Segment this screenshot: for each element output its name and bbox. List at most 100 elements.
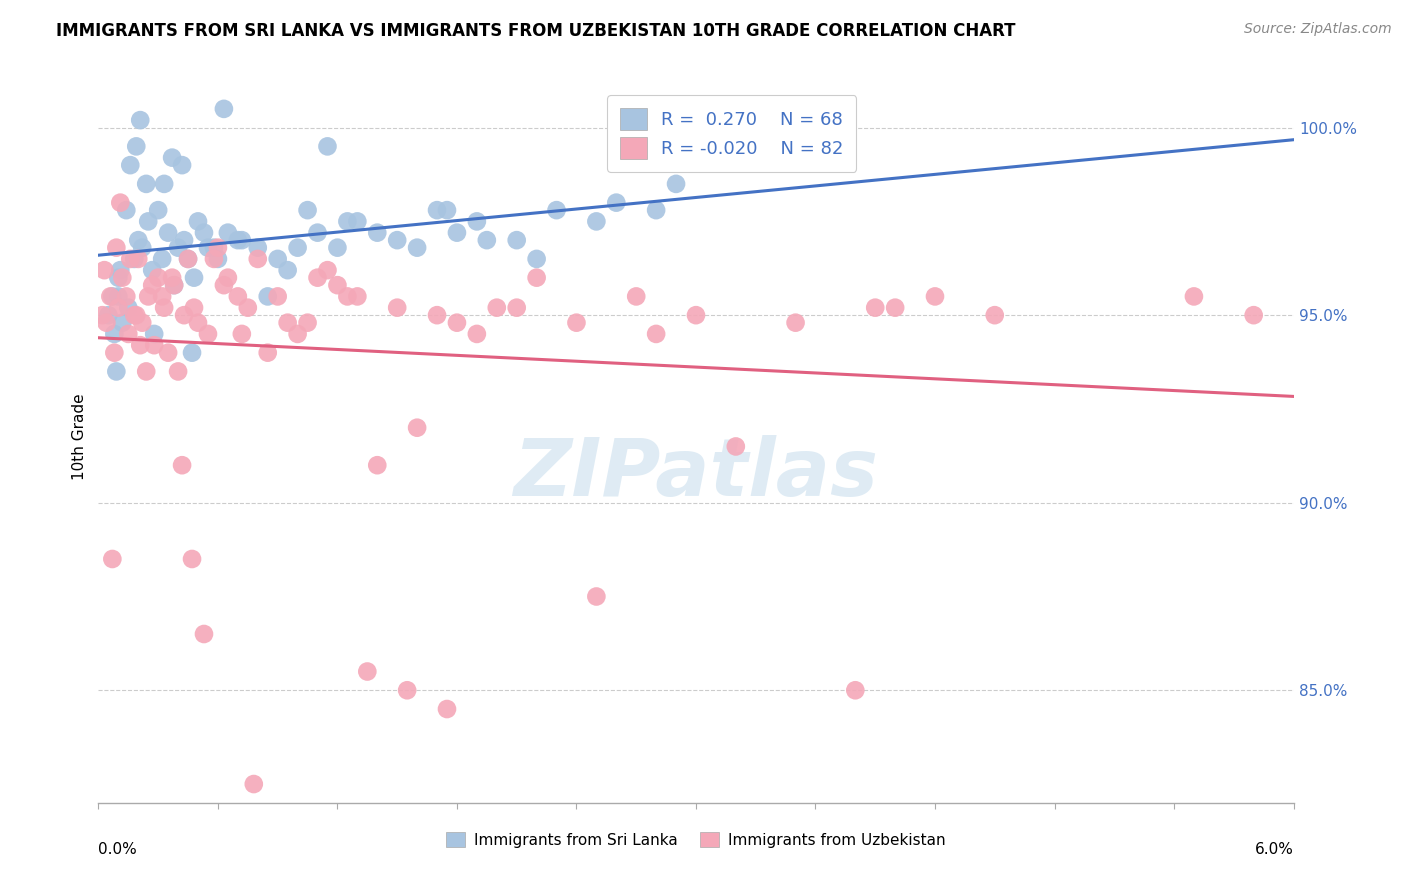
Point	[385, 301, 409, 315]
Legend: Immigrants from Sri Lanka, Immigrants from Uzbekistan: Immigrants from Sri Lanka, Immigrants fr…	[440, 825, 952, 854]
Point	[863, 301, 886, 315]
Point	[207, 252, 229, 266]
Point	[465, 326, 488, 341]
Text: ZIPatlas: ZIPatlas	[513, 434, 879, 513]
Point	[546, 203, 568, 218]
Point	[585, 590, 607, 604]
Point	[127, 233, 149, 247]
Point	[187, 316, 209, 330]
Point	[436, 702, 458, 716]
Point	[136, 289, 159, 303]
Point	[157, 345, 180, 359]
Point	[202, 241, 225, 255]
Point	[181, 552, 204, 566]
Point	[665, 177, 688, 191]
Point	[150, 252, 173, 266]
Point	[125, 139, 148, 153]
Point	[153, 177, 176, 191]
Point	[506, 301, 529, 315]
Point	[93, 263, 115, 277]
Point	[1243, 308, 1265, 322]
Point	[475, 233, 498, 247]
Point	[316, 139, 339, 153]
Point	[131, 316, 153, 330]
Point	[526, 270, 548, 285]
Point	[177, 252, 200, 266]
Point	[173, 233, 195, 247]
Point	[346, 214, 368, 228]
Point	[366, 226, 388, 240]
Point	[143, 338, 166, 352]
Text: 0.0%: 0.0%	[98, 842, 138, 856]
Point	[436, 203, 458, 218]
Point	[526, 252, 548, 266]
Point	[148, 270, 170, 285]
Point	[326, 241, 349, 255]
Point	[984, 308, 1007, 322]
Point	[884, 301, 907, 315]
Point	[565, 316, 588, 330]
Point	[183, 270, 205, 285]
Point	[135, 364, 157, 378]
Y-axis label: 10th Grade: 10th Grade	[72, 393, 87, 481]
Point	[163, 278, 186, 293]
Point	[785, 316, 807, 330]
Point	[107, 289, 129, 303]
Point	[124, 252, 146, 266]
Point	[336, 214, 359, 228]
Point	[110, 263, 132, 277]
Point	[277, 316, 299, 330]
Point	[217, 270, 239, 285]
Point	[131, 241, 153, 255]
Point	[98, 289, 122, 303]
Point	[125, 308, 148, 322]
Point	[141, 263, 163, 277]
Point	[231, 326, 253, 341]
Point	[141, 278, 163, 293]
Point	[506, 233, 529, 247]
Point	[207, 241, 229, 255]
Point	[157, 226, 180, 240]
Point	[396, 683, 419, 698]
Point	[366, 458, 388, 473]
Point	[115, 289, 138, 303]
Point	[97, 308, 120, 322]
Text: Source: ZipAtlas.com: Source: ZipAtlas.com	[1244, 22, 1392, 37]
Point	[153, 301, 176, 315]
Point	[115, 203, 138, 218]
Point	[148, 203, 170, 218]
Point	[385, 233, 409, 247]
Point	[256, 289, 278, 303]
Point	[177, 252, 200, 266]
Point	[267, 252, 290, 266]
Point	[197, 241, 219, 255]
Point	[605, 195, 627, 210]
Text: IMMIGRANTS FROM SRI LANKA VS IMMIGRANTS FROM UZBEKISTAN 10TH GRADE CORRELATION C: IMMIGRANTS FROM SRI LANKA VS IMMIGRANTS …	[56, 22, 1015, 40]
Point	[124, 308, 146, 322]
Point	[202, 252, 225, 266]
Point	[172, 158, 194, 172]
Point	[101, 289, 124, 303]
Point	[105, 364, 128, 378]
Point	[307, 270, 329, 285]
Point	[465, 214, 488, 228]
Point	[172, 458, 194, 473]
Point	[446, 226, 468, 240]
Point	[231, 233, 253, 247]
Point	[127, 252, 149, 266]
Point	[924, 289, 946, 303]
Point	[150, 289, 173, 303]
Point	[645, 326, 668, 341]
Point	[426, 203, 449, 218]
Point	[160, 151, 183, 165]
Point	[585, 214, 607, 228]
Point	[226, 289, 249, 303]
Point	[103, 326, 125, 341]
Point	[117, 301, 139, 315]
Point	[105, 241, 128, 255]
Point	[193, 226, 215, 240]
Point	[645, 203, 668, 218]
Point	[197, 326, 219, 341]
Point	[160, 270, 183, 285]
Point	[120, 252, 142, 266]
